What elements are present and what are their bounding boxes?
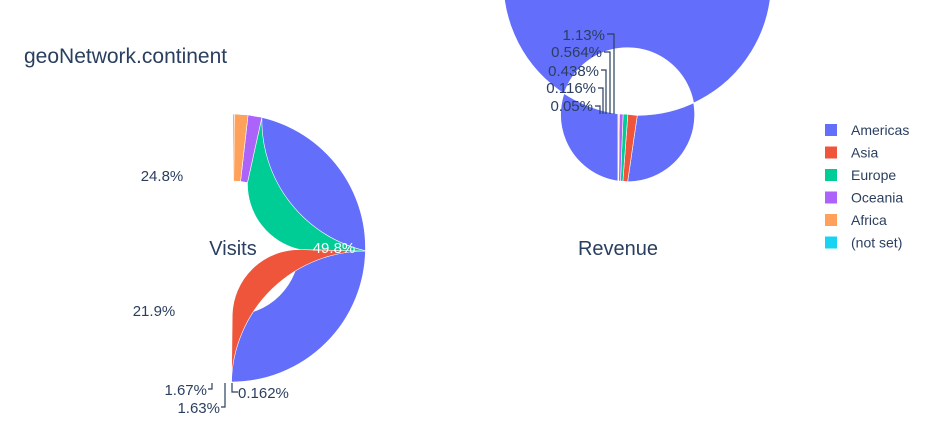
legend-item-oceania[interactable]: Oceania (825, 190, 903, 206)
data-label-revenue-americas: 97.7% (605, 342, 648, 359)
data-label-revenue-oceania: 0.438% (548, 63, 599, 80)
leader-line-revenue-not-set (595, 105, 601, 114)
data-label-revenue-asia: 1.13% (562, 27, 605, 44)
leader-line-revenue-oceania (601, 69, 607, 114)
legend-swatch-asia (825, 146, 837, 159)
pie-visits: Visits 49.8% 24.8% 21.9% 0.162% 1.67%1.63% (133, 113, 368, 417)
leader-line-revenue-asia (607, 33, 615, 114)
data-label-revenue-europe: 0.564% (551, 44, 602, 61)
slice-visits-oceania[interactable] (240, 114, 263, 183)
legend-swatch-oceania (825, 191, 837, 204)
center-label-visits: Visits (209, 238, 256, 260)
legend-label-europe: Europe (851, 167, 896, 183)
legend-label-africa: Africa (851, 212, 887, 228)
data-label-visits-oceania: 1.67% (164, 382, 207, 399)
legend-swatch-africa (825, 214, 837, 226)
slice-visits-africa[interactable] (233, 113, 249, 182)
slice-visits-europe[interactable] (247, 117, 368, 252)
center-label-revenue: Revenue (578, 238, 658, 260)
legend-label-oceania: Oceania (851, 190, 903, 206)
leader-line-revenue-europe (604, 51, 611, 114)
legend[interactable]: Americas Asia Europe Oceania Africa (not set) (825, 122, 909, 251)
leader-line-visits-africa (221, 383, 226, 408)
legend-item-asia[interactable]: Asia (825, 145, 878, 161)
slice-revenue-americas[interactable] (503, 0, 771, 182)
legend-item-not-set[interactable]: (not set) (825, 235, 902, 251)
legend-item-americas[interactable]: Americas (825, 122, 909, 138)
data-label-visits-asia: 24.8% (141, 168, 184, 185)
data-label-visits-americas: 49.8% (313, 240, 356, 257)
slice-revenue-asia[interactable] (622, 114, 638, 183)
data-label-revenue-not-set: 0.05% (550, 98, 593, 115)
leader-line-visits-not-set (231, 383, 238, 393)
legend-item-africa[interactable]: Africa (825, 212, 887, 228)
leader-line-revenue-africa (598, 87, 604, 114)
data-label-visits-not-set: 0.162% (238, 385, 289, 402)
legend-swatch-not-set (825, 236, 837, 249)
slice-visits-asia[interactable] (231, 249, 367, 382)
leader-line-visits-oceania (208, 383, 213, 390)
legend-label-not-set: (not set) (851, 235, 902, 251)
data-label-revenue-africa: 0.116% (546, 80, 596, 97)
pie-revenue: Revenue 97.7% 1.13%0.564% 0.438%0.116%0.05% (503, 0, 771, 359)
slice-visits-not-set[interactable] (232, 113, 235, 182)
legend-label-americas: Americas (851, 122, 909, 138)
legend-label-asia: Asia (851, 145, 878, 161)
legend-item-europe[interactable]: Europe (825, 167, 896, 183)
chart-title: geoNetwork.continent (24, 45, 227, 68)
legend-swatch-europe (825, 169, 837, 181)
data-label-visits-europe: 21.9% (133, 303, 176, 320)
legend-swatch-americas (825, 124, 837, 136)
data-label-visits-africa: 1.63% (177, 400, 220, 417)
